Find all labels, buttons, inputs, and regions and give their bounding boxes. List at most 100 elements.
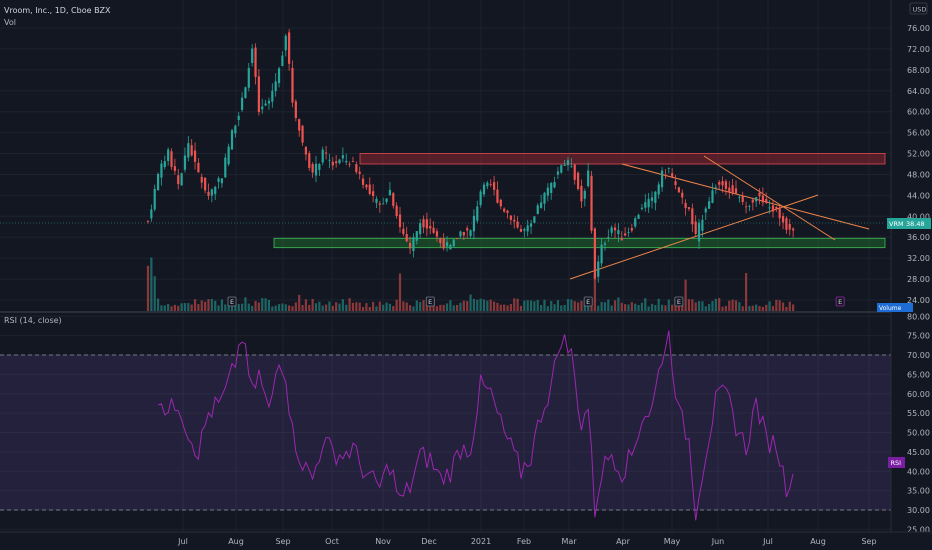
candle[interactable] [570, 158, 573, 168]
candle[interactable] [556, 166, 560, 179]
candle[interactable] [566, 156, 570, 171]
earnings-marker[interactable]: E [227, 296, 237, 307]
candle[interactable] [469, 229, 472, 239]
candle[interactable] [472, 209, 476, 240]
candle[interactable] [708, 196, 711, 209]
candle[interactable] [217, 176, 220, 189]
candle[interactable] [314, 155, 318, 183]
candle[interactable] [644, 193, 647, 212]
resistance-zone[interactable] [359, 153, 886, 165]
candle[interactable] [667, 167, 670, 174]
candle[interactable] [583, 188, 586, 207]
candle[interactable] [291, 60, 294, 108]
candle[interactable] [664, 169, 667, 180]
currency-badge[interactable] [909, 2, 928, 15]
candle[interactable] [778, 206, 781, 227]
candle[interactable] [214, 185, 217, 201]
candle[interactable] [751, 197, 754, 211]
candle[interactable] [576, 171, 580, 191]
candle[interactable] [597, 255, 600, 283]
candle[interactable] [432, 221, 435, 235]
candle[interactable] [398, 206, 402, 233]
candle[interactable] [204, 177, 207, 194]
candle[interactable] [573, 163, 576, 185]
candle[interactable] [345, 153, 348, 166]
candle[interactable] [540, 194, 543, 209]
candle[interactable] [187, 136, 190, 162]
candle[interactable] [587, 162, 590, 188]
candle[interactable] [580, 179, 583, 209]
candle[interactable] [160, 159, 163, 186]
candle[interactable] [173, 158, 176, 175]
time-axis-ticks[interactable]: Jul Aug Sep Oct Nov Dec 2021 Feb Mar Apr May Jun Jul… [177, 537, 876, 546]
candle[interactable] [781, 212, 785, 230]
candle[interactable] [365, 184, 368, 190]
candle[interactable] [264, 99, 267, 107]
candle[interactable] [788, 219, 791, 236]
candle[interactable] [341, 147, 344, 163]
candle[interactable] [513, 214, 516, 229]
candle[interactable] [550, 181, 553, 200]
candle[interactable] [593, 227, 596, 280]
candle[interactable] [607, 229, 610, 242]
candle[interactable] [714, 184, 717, 194]
candle[interactable] [321, 146, 324, 166]
support-zone[interactable] [273, 237, 886, 249]
candle[interactable] [193, 142, 197, 170]
candle[interactable] [516, 216, 519, 229]
candle[interactable] [318, 162, 321, 176]
candle[interactable] [728, 181, 731, 199]
candle[interactable] [476, 200, 479, 224]
candle[interactable] [758, 188, 761, 205]
candle[interactable] [482, 182, 486, 197]
candle[interactable] [499, 198, 502, 210]
candle[interactable] [368, 177, 371, 196]
candle[interactable] [190, 139, 193, 157]
candle[interactable] [449, 243, 452, 250]
candle[interactable] [452, 239, 455, 247]
candle[interactable] [429, 218, 432, 235]
candle[interactable] [422, 215, 425, 234]
candle[interactable] [419, 218, 422, 238]
candle[interactable] [294, 99, 297, 122]
candle[interactable] [624, 227, 627, 237]
candle[interactable] [378, 200, 381, 213]
candle[interactable] [734, 180, 738, 195]
candle[interactable] [462, 231, 465, 241]
candle[interactable] [755, 197, 758, 208]
candle[interactable] [338, 158, 341, 165]
candle[interactable] [634, 216, 637, 229]
candle[interactable] [640, 204, 644, 211]
candle[interactable] [691, 203, 694, 233]
candle[interactable] [466, 225, 469, 238]
candle[interactable] [560, 164, 563, 174]
candle[interactable] [684, 199, 687, 216]
candle[interactable] [529, 220, 533, 234]
candle[interactable] [408, 236, 412, 255]
candle[interactable] [674, 174, 677, 190]
candle[interactable] [439, 237, 442, 248]
candle[interactable] [492, 175, 496, 196]
candle[interactable] [435, 228, 439, 242]
candle[interactable] [324, 145, 328, 160]
candle[interactable] [388, 181, 392, 196]
candle[interactable] [603, 240, 607, 251]
candle[interactable] [150, 204, 153, 222]
candle[interactable] [627, 227, 630, 237]
candle[interactable] [590, 170, 593, 234]
candle[interactable] [230, 128, 234, 150]
candle[interactable] [744, 201, 748, 214]
candle[interactable] [489, 179, 492, 187]
candle[interactable] [620, 231, 623, 241]
candle[interactable] [650, 191, 654, 209]
candle[interactable] [234, 124, 237, 138]
candle[interactable] [402, 222, 405, 237]
candle[interactable] [553, 176, 556, 189]
candle[interactable] [536, 203, 539, 215]
candle[interactable] [765, 192, 768, 205]
candle[interactable] [563, 159, 566, 166]
candle[interactable] [724, 179, 728, 196]
candle[interactable] [771, 199, 775, 218]
candle[interactable] [153, 184, 156, 212]
candle[interactable] [523, 227, 526, 238]
